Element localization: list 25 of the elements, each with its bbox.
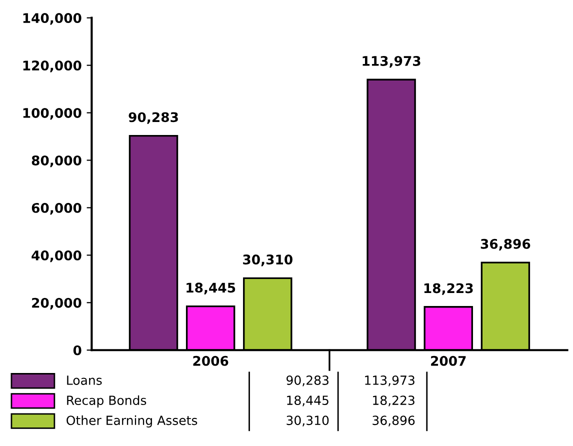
text: 18,223: [424, 283, 473, 295]
data-label: 18,445: [287, 396, 328, 406]
y-tick-label: 40,000: [32, 250, 82, 262]
text: 113,973: [362, 56, 420, 68]
data-label: 113,973: [365, 376, 414, 386]
data-label: 90,283: [286, 376, 328, 386]
x-tick-label: 2007: [431, 356, 466, 366]
legend-label: Other Earning Assets: [66, 415, 198, 428]
data-label: 18,223: [373, 396, 414, 406]
legend-label: Loans: [67, 376, 102, 385]
text: 36,896: [480, 238, 530, 251]
y-tick-label: 60,000: [32, 202, 82, 215]
y-tick-label: 80,000: [32, 155, 82, 168]
y-tick-label: 0: [73, 345, 82, 356]
text: 90,283: [128, 112, 178, 124]
y-tick-label: 120,000: [23, 60, 82, 72]
legend-label: Recap Bonds: [67, 395, 146, 408]
y-tick-label: 20,000: [32, 298, 82, 310]
text: 18,445: [186, 282, 236, 294]
y-tick-label: 140,000: [23, 13, 82, 25]
data-label: 36,896: [372, 416, 415, 426]
text: 30,310: [243, 254, 292, 266]
x-tick-label: 2006: [193, 356, 228, 366]
y-tick-label: 100,000: [23, 108, 82, 120]
data-label: 30,310: [286, 416, 329, 426]
